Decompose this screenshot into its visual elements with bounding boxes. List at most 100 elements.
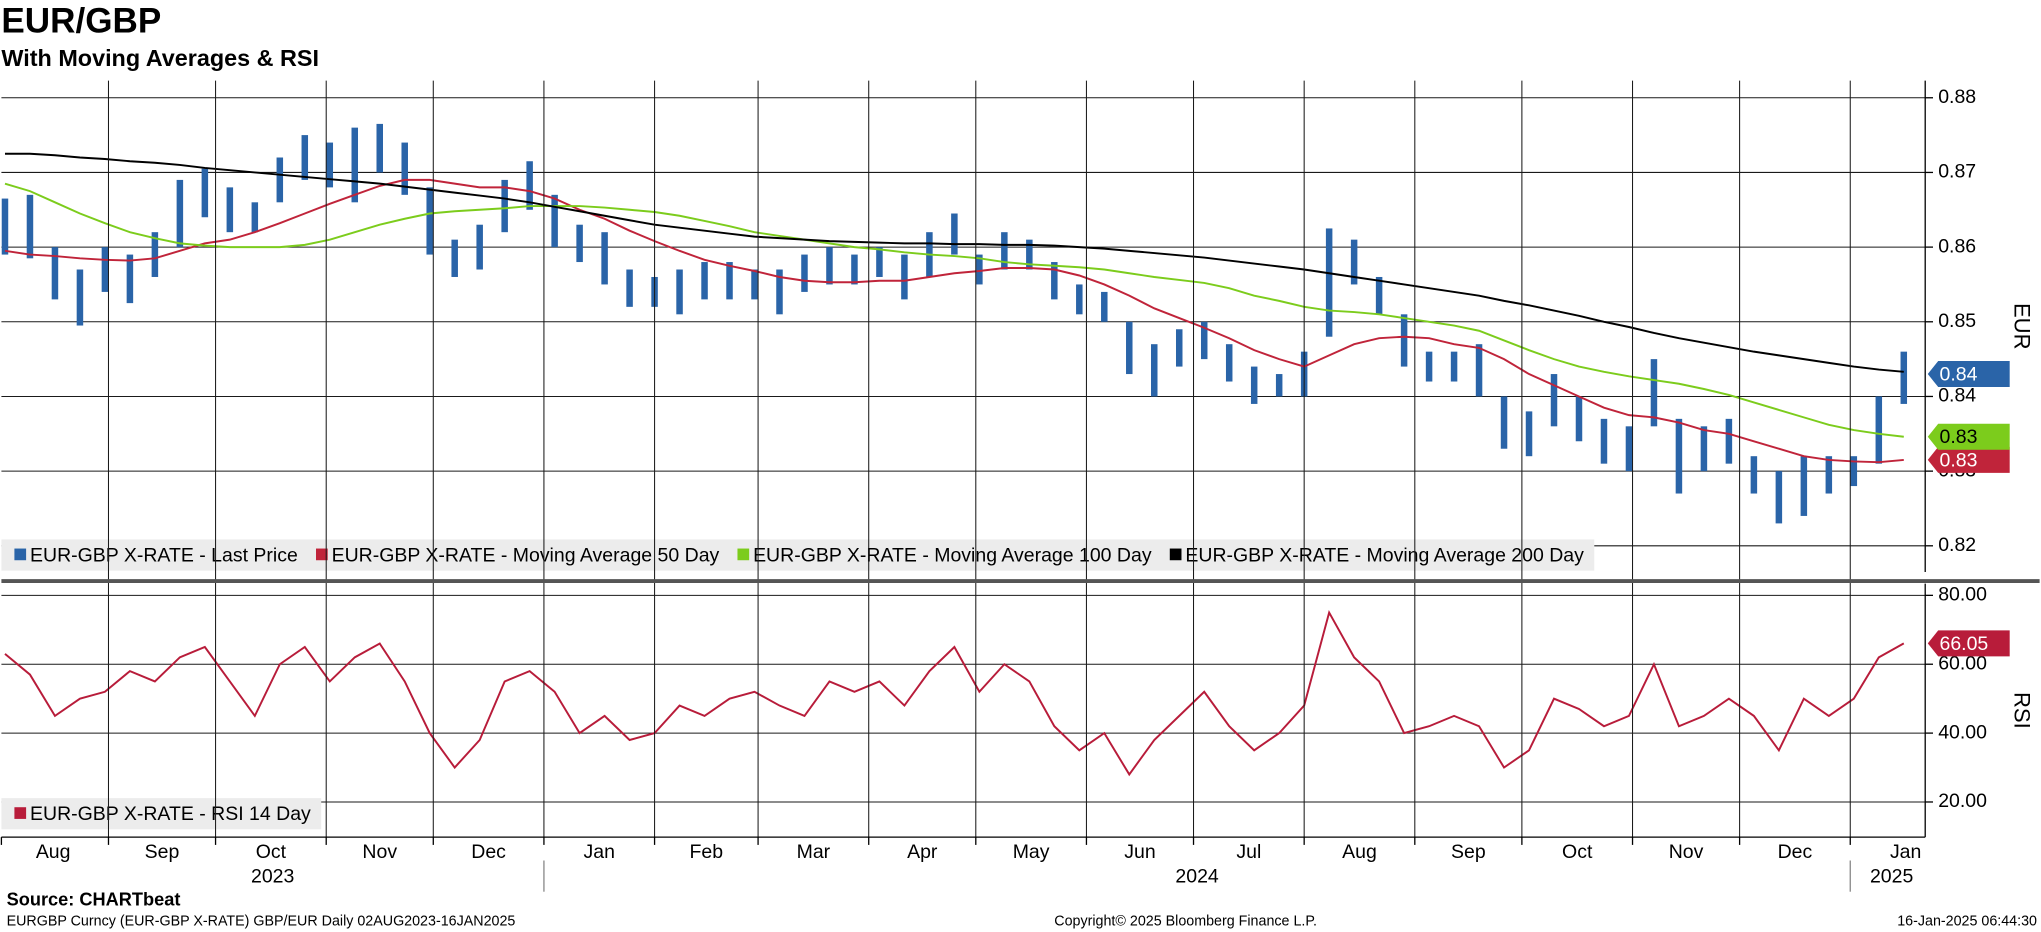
value-tag	[1927, 361, 2010, 388]
price-bar	[1375, 276, 1383, 315]
price-bar	[1725, 418, 1733, 464]
value-tag-label: 0.83	[1940, 426, 1978, 448]
legend-swatch	[316, 548, 328, 561]
price-bar	[1475, 344, 1483, 397]
y-axis-label: RSI	[2009, 692, 2034, 729]
price-bar	[326, 142, 334, 188]
price-bar	[526, 161, 533, 210]
price-bar	[1575, 396, 1583, 442]
price-bar	[1, 198, 9, 255]
x-tick-label: Mar	[797, 841, 831, 863]
y-tick-label: 80.00	[1938, 584, 1987, 606]
price-bar	[26, 194, 34, 259]
price-bar	[501, 179, 508, 233]
price-bar	[301, 135, 309, 180]
series-line	[4, 610, 1905, 777]
plot-layer: 0.820.830.840.850.860.870.88EUR0.840.830…	[0, 80, 2040, 892]
price-bar	[1800, 456, 1808, 516]
price-bar	[1675, 418, 1683, 494]
y-tick-label: 0.84	[1938, 385, 1976, 407]
price-bar	[1101, 291, 1108, 322]
price-bar	[101, 247, 109, 292]
price-bar	[1875, 396, 1883, 464]
price-bar	[1825, 456, 1833, 494]
price-bar	[1500, 396, 1508, 449]
chart-title: EUR/GBP	[1, 2, 161, 41]
legend-label: EUR-GBP X-RATE - Moving Average 200 Day	[1185, 544, 1584, 566]
price-bar	[1425, 351, 1433, 382]
year-label: 2025	[1870, 866, 1914, 888]
legend-label: EUR-GBP X-RATE - RSI 14 Day	[30, 803, 311, 825]
price-bar	[901, 254, 908, 300]
price-bar	[376, 123, 383, 173]
value-tag	[1927, 446, 2010, 473]
price-bar	[751, 269, 758, 300]
price-bar	[276, 157, 284, 203]
price-bar	[1525, 411, 1533, 457]
legend: EUR-GBP X-RATE - Last Price EUR-GBP X-RAT…	[1, 539, 1595, 571]
value-tag-label: 0.84	[1940, 364, 1978, 386]
price-bar	[126, 254, 134, 304]
price-bar	[1325, 228, 1333, 337]
price-bar	[726, 262, 733, 300]
price-bar	[1175, 329, 1183, 367]
x-tick-label: Jun	[1124, 841, 1155, 863]
price-bar	[426, 187, 433, 255]
x-tick-label: Dec	[471, 841, 506, 863]
y-tick-label: 40.00	[1938, 721, 1987, 743]
x-tick-label: Feb	[690, 841, 724, 863]
x-tick-label: Sep	[1451, 841, 1486, 863]
x-tick-label: Nov	[362, 841, 397, 863]
price-bar	[776, 269, 783, 315]
price-bar	[251, 202, 259, 233]
copyright: Copyright© 2025 Bloomberg Finance L.P.	[1054, 913, 1317, 929]
year-label: 2024	[1175, 866, 1219, 888]
price-bar	[401, 142, 408, 195]
price-bar	[1350, 239, 1358, 285]
price-bar	[451, 239, 458, 277]
y-tick-label: 0.82	[1938, 534, 1976, 556]
price-bar	[876, 247, 883, 277]
y-tick-label: 0.88	[1938, 86, 1976, 108]
price-bar	[1775, 471, 1783, 524]
price-bar	[76, 269, 84, 326]
legend-swatch	[1169, 548, 1182, 561]
legend-background	[1, 798, 322, 830]
x-tick-label: Apr	[907, 841, 938, 863]
timestamp: 16-Jan-2025 06:44:30	[1897, 913, 2037, 929]
price-bar	[1001, 232, 1008, 270]
series-line	[4, 182, 1904, 438]
value-tag	[1927, 423, 2010, 450]
price-bar	[1026, 239, 1033, 270]
year-label: 2023	[251, 866, 294, 888]
price-bar	[1625, 426, 1633, 472]
price-bar	[226, 187, 234, 233]
value-tag-label: 0.83	[1940, 449, 1978, 471]
price-bar	[1900, 351, 1908, 404]
price-bar	[1225, 344, 1233, 382]
y-tick-label: 0.87	[1938, 161, 1976, 183]
price-bar	[801, 254, 808, 292]
legend-swatch	[14, 548, 27, 561]
price-bar	[1850, 456, 1858, 487]
price-bar	[1200, 321, 1208, 360]
x-tick-label: Jan	[1890, 841, 1921, 863]
series-line	[4, 178, 1904, 464]
x-tick-label: Nov	[1669, 841, 1704, 863]
source: Source: CHARTbeat	[7, 890, 181, 910]
y-tick-label: 0.85	[1938, 310, 1976, 332]
legend-swatch	[14, 807, 27, 819]
legend: EUR-GBP X-RATE - RSI 14 Day	[1, 798, 322, 830]
price-bar	[1400, 314, 1408, 367]
price-bar	[476, 224, 483, 270]
legend-background	[1, 539, 1595, 571]
legend-label: EUR-GBP X-RATE - Moving Average 50 Day	[332, 544, 720, 566]
price-bar	[1051, 262, 1058, 300]
legend-label: EUR-GBP X-RATE - Last Price	[30, 544, 298, 566]
price-bar	[1750, 456, 1758, 494]
y-tick-label: 60.00	[1938, 652, 1987, 674]
price-bar	[351, 127, 359, 203]
price-bar	[1550, 374, 1558, 427]
x-tick-label: Jan	[584, 841, 615, 863]
